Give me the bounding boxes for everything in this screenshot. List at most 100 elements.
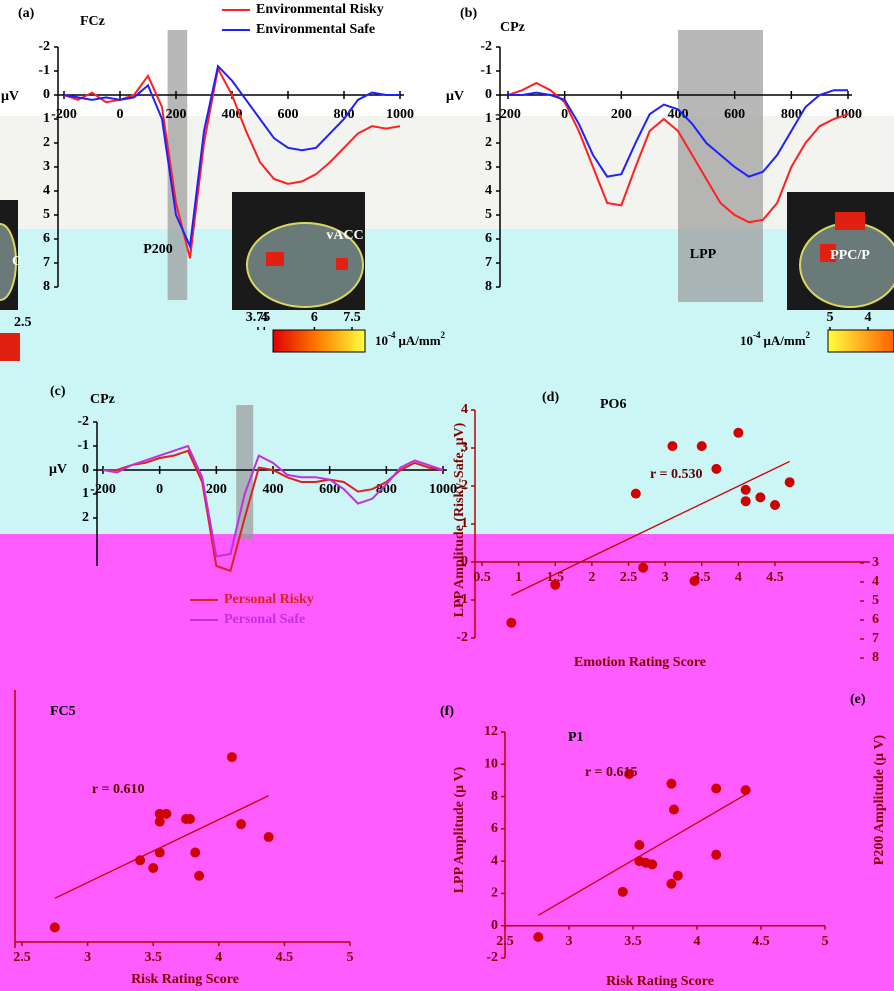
x-tick-label: 4	[735, 570, 742, 585]
y-tick-label: 1	[82, 486, 89, 501]
x-tick-label: 5	[822, 934, 829, 949]
x-tick-label: 0	[117, 107, 124, 122]
y-tick-label: 5	[485, 207, 492, 222]
x-tick-label: -200	[51, 107, 77, 122]
point	[733, 428, 743, 438]
y-tick-label: 0	[491, 918, 498, 933]
y-tick-label: -2	[456, 630, 468, 645]
unit-part: -4	[388, 330, 396, 340]
x-tick-label: 200	[206, 482, 227, 497]
y-tick-label: 3	[872, 555, 879, 570]
point	[667, 441, 677, 451]
y-tick-label: 4	[43, 183, 50, 198]
x-tick-label: 4.5	[766, 570, 784, 585]
x-tick-label: 4	[694, 934, 701, 949]
colorbar	[828, 330, 894, 352]
panel-label: (c)	[50, 384, 66, 399]
x-tick-label: 0	[561, 107, 568, 122]
x-tick-label: 0	[156, 482, 163, 497]
y-tick-label: -1	[38, 63, 50, 78]
x-axis-label: Risk Rating Score	[606, 974, 714, 989]
x-tick-label: -200	[495, 107, 521, 122]
point	[506, 618, 516, 628]
y-tick-label: 2	[82, 510, 89, 525]
x-tick-label: 2.5	[620, 570, 638, 585]
point	[689, 576, 699, 586]
unit-part: 10	[740, 333, 753, 348]
y-tick-label: 2	[485, 135, 492, 150]
point	[741, 785, 751, 795]
x-tick-label: 3	[662, 570, 669, 585]
background	[0, 534, 894, 991]
colorbar-tick-label: 7.5	[343, 310, 361, 325]
panel-label: (e)	[850, 692, 866, 707]
point	[190, 848, 200, 858]
colorbar-tick-label: 4	[261, 310, 268, 325]
x-tick-label: 2.5	[496, 934, 514, 949]
point	[673, 871, 683, 881]
y-axis-label: LPP Amplitude (μ V)	[452, 766, 467, 893]
x-tick-label: 600	[724, 107, 745, 122]
unit-part: -4	[753, 330, 761, 340]
y-tick-label: -2	[480, 39, 492, 54]
y-axis-label: P200 Amplitude (μ V)	[872, 734, 887, 865]
panel-label: (b)	[460, 6, 477, 21]
x-tick-label: 3	[84, 950, 91, 965]
x-axis-label: Emotion Rating Score	[574, 655, 706, 670]
window-label: LPP	[690, 247, 717, 262]
point	[618, 887, 628, 897]
annotation: r = 0.530	[650, 467, 702, 482]
colorbar-tick-label: 4	[865, 310, 872, 325]
y-tick-label: 12	[484, 724, 498, 739]
x-tick-label: 0.5	[473, 570, 491, 585]
y-tick-label: 3	[43, 159, 50, 174]
legend-label: Environmental Risky	[256, 2, 384, 17]
x-tick-label: 5	[347, 950, 354, 965]
colorbar	[0, 333, 20, 361]
y-tick-label: -2	[77, 414, 89, 429]
x-tick-label: -200	[90, 482, 116, 497]
y-tick-label: 5	[872, 593, 879, 608]
point	[550, 580, 560, 590]
point	[755, 492, 765, 502]
x-tick-label: 1	[515, 570, 522, 585]
y-tick-label: 8	[485, 279, 492, 294]
y-tick-label: 8	[43, 279, 50, 294]
y-tick-label: 6	[43, 231, 50, 246]
y-tick-label: 4	[485, 183, 492, 198]
x-tick-label: 600	[278, 107, 299, 122]
y-tick-label: 6	[872, 612, 879, 627]
unit-part: 2	[806, 330, 811, 340]
y-tick-label: 2	[43, 135, 50, 150]
x-tick-label: 2.5	[13, 950, 31, 965]
y-tick-label: 4	[872, 574, 879, 589]
point	[666, 779, 676, 789]
point	[669, 804, 679, 814]
y-tick-label: 10	[484, 757, 498, 772]
brain-label: C	[12, 254, 22, 269]
point	[148, 863, 158, 873]
chart-title: FCz	[80, 14, 105, 29]
annotation: r = 0.610	[92, 782, 144, 797]
unit-part: μA/mm	[764, 333, 806, 348]
chart-title: CPz	[500, 20, 525, 35]
point	[533, 932, 543, 942]
colorbar-tick-label: 2.5	[14, 315, 32, 330]
y-tick-label: 4	[461, 402, 468, 417]
y-tick-label: 5	[43, 207, 50, 222]
x-tick-label: 2	[588, 570, 595, 585]
colorbar-tick-label: 6	[311, 310, 318, 325]
y-tick-label: 0	[485, 87, 492, 102]
chart-title: FC5	[50, 704, 76, 719]
x-tick-label: 4.5	[276, 950, 294, 965]
y-tick-label: 6	[491, 821, 498, 836]
y-tick-label: 0	[82, 462, 89, 477]
window-label: P200	[143, 242, 173, 257]
point	[185, 814, 195, 824]
unit-part: μA/mm	[399, 333, 441, 348]
x-axis-label: Risk Rating Score	[131, 972, 239, 987]
y-axis-label: μV	[446, 89, 464, 104]
x-tick-label: 200	[166, 107, 187, 122]
x-tick-label: 200	[611, 107, 632, 122]
